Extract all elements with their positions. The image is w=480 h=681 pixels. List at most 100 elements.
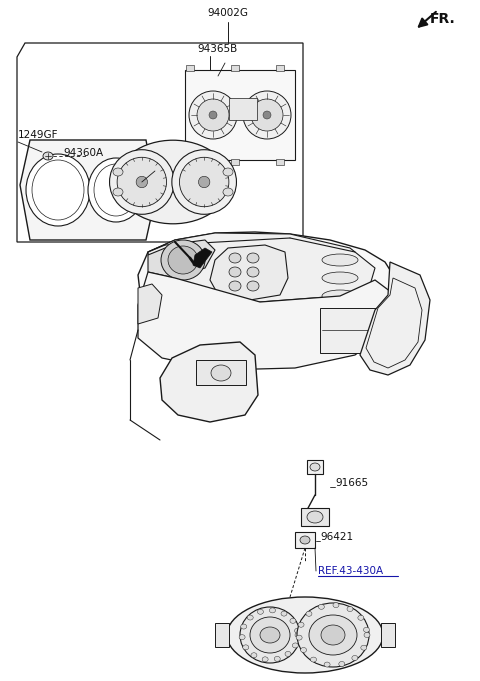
Polygon shape: [20, 140, 156, 240]
Ellipse shape: [229, 253, 241, 263]
Ellipse shape: [263, 111, 271, 119]
Ellipse shape: [197, 99, 229, 131]
Bar: [231, 159, 239, 165]
Ellipse shape: [243, 91, 291, 139]
Ellipse shape: [352, 656, 358, 661]
Ellipse shape: [300, 648, 307, 652]
Text: 91665: 91665: [335, 478, 368, 488]
Bar: [229, 98, 257, 120]
Ellipse shape: [321, 625, 345, 645]
Ellipse shape: [300, 536, 310, 544]
Ellipse shape: [361, 645, 367, 650]
Ellipse shape: [311, 657, 316, 662]
Ellipse shape: [88, 158, 144, 222]
Ellipse shape: [251, 652, 257, 658]
Ellipse shape: [109, 150, 174, 215]
Text: 1249GF: 1249GF: [18, 130, 59, 140]
Text: 94365B: 94365B: [197, 44, 237, 54]
Bar: [381, 623, 395, 647]
Text: REF.43-430A: REF.43-430A: [318, 566, 383, 576]
Ellipse shape: [136, 176, 147, 188]
Ellipse shape: [223, 188, 233, 196]
Ellipse shape: [240, 607, 300, 663]
Ellipse shape: [333, 603, 339, 607]
Polygon shape: [148, 233, 375, 302]
Ellipse shape: [358, 616, 364, 620]
Polygon shape: [210, 245, 288, 300]
Polygon shape: [138, 232, 395, 328]
Bar: [186, 159, 194, 165]
Ellipse shape: [209, 111, 217, 119]
Ellipse shape: [262, 657, 268, 662]
Ellipse shape: [243, 645, 249, 650]
Ellipse shape: [43, 152, 53, 160]
Ellipse shape: [306, 612, 312, 616]
Polygon shape: [138, 284, 162, 324]
Polygon shape: [138, 272, 395, 370]
Ellipse shape: [285, 652, 291, 656]
Text: 94002G: 94002G: [207, 8, 249, 18]
Ellipse shape: [310, 463, 320, 471]
Polygon shape: [360, 262, 430, 375]
Ellipse shape: [113, 188, 123, 196]
Ellipse shape: [274, 656, 280, 661]
Ellipse shape: [168, 246, 198, 274]
Ellipse shape: [251, 99, 283, 131]
Bar: [196, 360, 246, 385]
Text: FR.: FR.: [430, 12, 456, 26]
Ellipse shape: [322, 254, 358, 266]
Bar: [301, 508, 329, 526]
Ellipse shape: [250, 617, 290, 653]
Ellipse shape: [239, 635, 245, 639]
Ellipse shape: [180, 157, 229, 207]
Ellipse shape: [339, 661, 345, 667]
Ellipse shape: [281, 611, 287, 616]
Bar: [295, 532, 315, 548]
Bar: [320, 308, 385, 353]
Ellipse shape: [247, 615, 253, 620]
Ellipse shape: [322, 290, 358, 302]
Ellipse shape: [161, 240, 205, 280]
Ellipse shape: [307, 511, 323, 523]
Bar: [186, 65, 194, 71]
Ellipse shape: [113, 168, 123, 176]
Bar: [307, 460, 323, 474]
Ellipse shape: [198, 176, 210, 188]
Ellipse shape: [295, 633, 301, 637]
Ellipse shape: [363, 627, 370, 632]
Ellipse shape: [292, 643, 299, 648]
Ellipse shape: [296, 635, 302, 640]
Ellipse shape: [172, 150, 237, 215]
Ellipse shape: [269, 608, 276, 613]
Bar: [276, 159, 284, 165]
Ellipse shape: [247, 253, 259, 263]
Polygon shape: [193, 248, 212, 268]
Ellipse shape: [257, 609, 264, 614]
Ellipse shape: [290, 618, 296, 623]
Ellipse shape: [260, 627, 280, 643]
Ellipse shape: [227, 597, 383, 673]
Ellipse shape: [247, 267, 259, 277]
Text: 96421: 96421: [320, 532, 353, 542]
Ellipse shape: [324, 662, 330, 667]
Ellipse shape: [229, 281, 241, 291]
Ellipse shape: [240, 624, 247, 629]
Ellipse shape: [117, 157, 167, 207]
Ellipse shape: [247, 281, 259, 291]
Ellipse shape: [211, 365, 231, 381]
Ellipse shape: [26, 154, 90, 226]
Ellipse shape: [223, 168, 233, 176]
Ellipse shape: [347, 607, 353, 612]
Bar: [215, 623, 229, 647]
Ellipse shape: [297, 603, 369, 667]
Ellipse shape: [116, 140, 230, 224]
Ellipse shape: [298, 622, 304, 627]
Polygon shape: [160, 342, 258, 422]
Ellipse shape: [295, 628, 300, 633]
Bar: [276, 65, 284, 71]
Bar: [185, 70, 295, 160]
Ellipse shape: [322, 272, 358, 284]
Polygon shape: [148, 240, 215, 278]
Ellipse shape: [309, 615, 357, 655]
Text: 94360A: 94360A: [63, 148, 103, 158]
